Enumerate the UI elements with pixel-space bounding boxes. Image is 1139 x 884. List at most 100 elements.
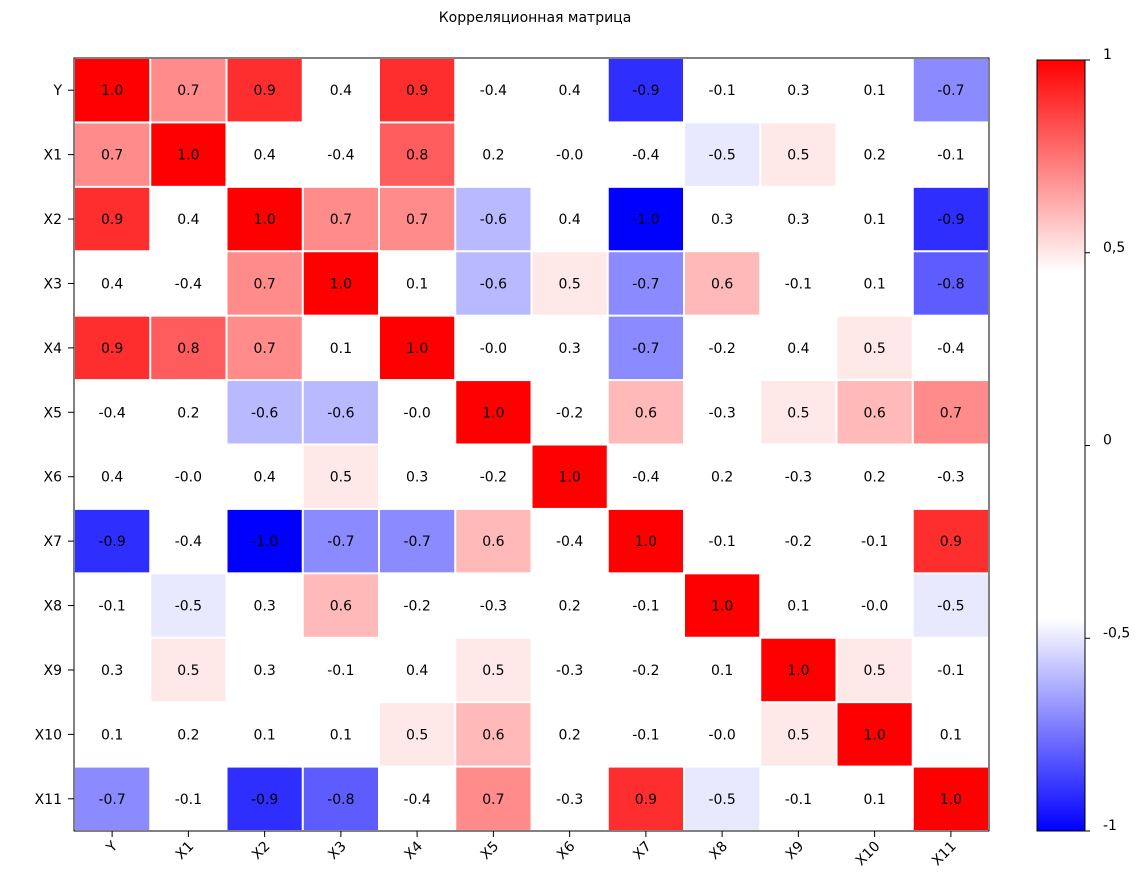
cell-value-label: 0.6 — [635, 405, 657, 421]
cell-value-label: 0.6 — [863, 405, 885, 421]
x-tick-label: X3 — [325, 839, 349, 863]
cell-value-label: -0.0 — [480, 341, 507, 357]
heatmap-cell — [685, 252, 760, 315]
heatmap-cell — [608, 381, 683, 444]
heatmap-cell — [608, 767, 683, 830]
heatmap-cells: 1.0 0.7 0.9 0.4 0.9 -0.4 0.4 -0.9 -0.1 0.3 0.1 -0.7… — [75, 59, 988, 830]
heatmap-cell — [303, 445, 378, 508]
cell-value-label: -0.0 — [708, 727, 735, 743]
cell-value-label: 0.3 — [253, 663, 275, 679]
cell-value-label: 0.4 — [558, 212, 580, 228]
cell-value-label: 1.0 — [330, 276, 352, 292]
cell-value-label: -0.1 — [98, 599, 125, 615]
cell-value-label: 0.3 — [101, 663, 123, 679]
cell-value-label: -0.4 — [327, 148, 354, 164]
cell-value-label: -0.7 — [632, 341, 659, 357]
cell-value-label: 1.0 — [711, 599, 733, 615]
heatmap-cell — [227, 381, 302, 444]
cell-value-label: -0.5 — [708, 792, 735, 808]
heatmap-cell — [75, 509, 150, 573]
chart-title: Корреляционная матрица — [438, 10, 632, 26]
cell-value-label: 0.2 — [177, 405, 199, 421]
heatmap-cell — [380, 123, 455, 186]
heatmap-cell — [685, 574, 760, 637]
cell-value-label: -0.6 — [327, 405, 354, 421]
cell-value-label: 0.6 — [330, 599, 352, 615]
heatmap-cell — [608, 187, 683, 251]
x-tick-label: X4 — [402, 838, 426, 862]
colorbar-gradient — [1036, 59, 1086, 832]
cell-value-label: -0.1 — [175, 792, 202, 808]
cell-value-label: 0.3 — [711, 212, 733, 228]
heatmap-cell — [380, 703, 455, 766]
cell-value-label: 0.2 — [558, 727, 580, 743]
heatmap-cell — [227, 252, 302, 315]
cell-value-label: -0.2 — [708, 341, 735, 357]
cell-value-label: 0.1 — [711, 663, 733, 679]
x-tick-label: X7 — [630, 839, 654, 863]
colorbar-tick-label: 0 — [1103, 433, 1112, 449]
cell-value-label: 0.2 — [711, 470, 733, 486]
heatmap-cell — [151, 638, 226, 702]
cell-value-label: -0.7 — [632, 276, 659, 292]
cell-value-label: 0.8 — [406, 148, 428, 164]
cell-value-label: -0.4 — [632, 470, 659, 486]
cell-value-label: -0.9 — [251, 792, 278, 808]
cell-value-label: 0.5 — [482, 663, 504, 679]
x-tick-label: X11 — [929, 839, 960, 870]
heatmap-cell — [913, 252, 988, 315]
cell-value-label: 1.0 — [406, 341, 428, 357]
cell-value-label: 0.2 — [482, 148, 504, 164]
cell-value-label: -0.5 — [937, 599, 964, 615]
heatmap-cell — [151, 316, 226, 380]
cell-value-label: -0.1 — [632, 599, 659, 615]
y-tick-label: X6 — [44, 470, 63, 486]
cell-value-label: 0.7 — [406, 212, 428, 228]
heatmap-cell — [532, 252, 607, 315]
cell-value-label: -0.1 — [785, 276, 812, 292]
cell-value-label: -0.4 — [632, 148, 659, 164]
cell-value-label: -0.8 — [327, 792, 354, 808]
cell-value-label: 0.9 — [101, 212, 123, 228]
cell-value-label: -0.6 — [480, 212, 507, 228]
cell-value-label: -0.5 — [708, 148, 735, 164]
cell-value-label: 0.7 — [330, 212, 352, 228]
cell-value-label: 0.4 — [253, 470, 275, 486]
cell-value-label: -0.1 — [327, 663, 354, 679]
cell-value-label: -0.1 — [937, 663, 964, 679]
cell-value-label: 0.4 — [330, 83, 352, 99]
cell-value-label: 0.3 — [787, 83, 809, 99]
cell-value-label: 0.1 — [101, 727, 123, 743]
y-tick-label: X9 — [44, 663, 63, 679]
heatmap-cell — [608, 509, 683, 573]
heatmap-cell — [151, 574, 226, 637]
heatmap-cell — [227, 767, 302, 830]
cell-value-label: -0.4 — [175, 276, 202, 292]
cell-value-label: 1.0 — [787, 663, 809, 679]
cell-value-label: 0.5 — [787, 727, 809, 743]
heatmap-cell — [685, 767, 760, 830]
cell-value-label: 0.7 — [253, 276, 275, 292]
cell-value-label: -0.1 — [708, 534, 735, 550]
cell-value-label: 0.7 — [940, 405, 962, 421]
y-tick-label: Y — [52, 83, 62, 99]
heatmap-cell — [151, 123, 226, 186]
heatmap-cell — [456, 638, 531, 702]
x-tick-label: X1 — [173, 839, 197, 863]
cell-value-label: 0.7 — [177, 83, 199, 99]
cell-value-label: 0.5 — [787, 148, 809, 164]
cell-value-label: 0.4 — [787, 341, 809, 357]
y-tick-label: X1 — [44, 148, 63, 164]
cell-value-label: -0.0 — [556, 148, 583, 164]
cell-value-label: -0.3 — [708, 405, 735, 421]
cell-value-label: -0.1 — [708, 83, 735, 99]
heatmap-cell — [303, 252, 378, 315]
cell-value-label: 0.4 — [101, 276, 123, 292]
colorbar-tick-label: -0,5 — [1103, 625, 1130, 641]
cell-value-label: 0.9 — [406, 83, 428, 99]
heatmap-cell — [456, 767, 531, 830]
cell-value-label: 0.9 — [940, 534, 962, 550]
x-tick-label: X8 — [707, 839, 731, 863]
heatmap-axes: Y X1 X2 X3 X4 X5 X6 X7 X8 X9 X10 X11 Y X1 X2 X3 X4 X5 X6 X7… — [35, 83, 960, 869]
cell-value-label: -0.9 — [937, 212, 964, 228]
